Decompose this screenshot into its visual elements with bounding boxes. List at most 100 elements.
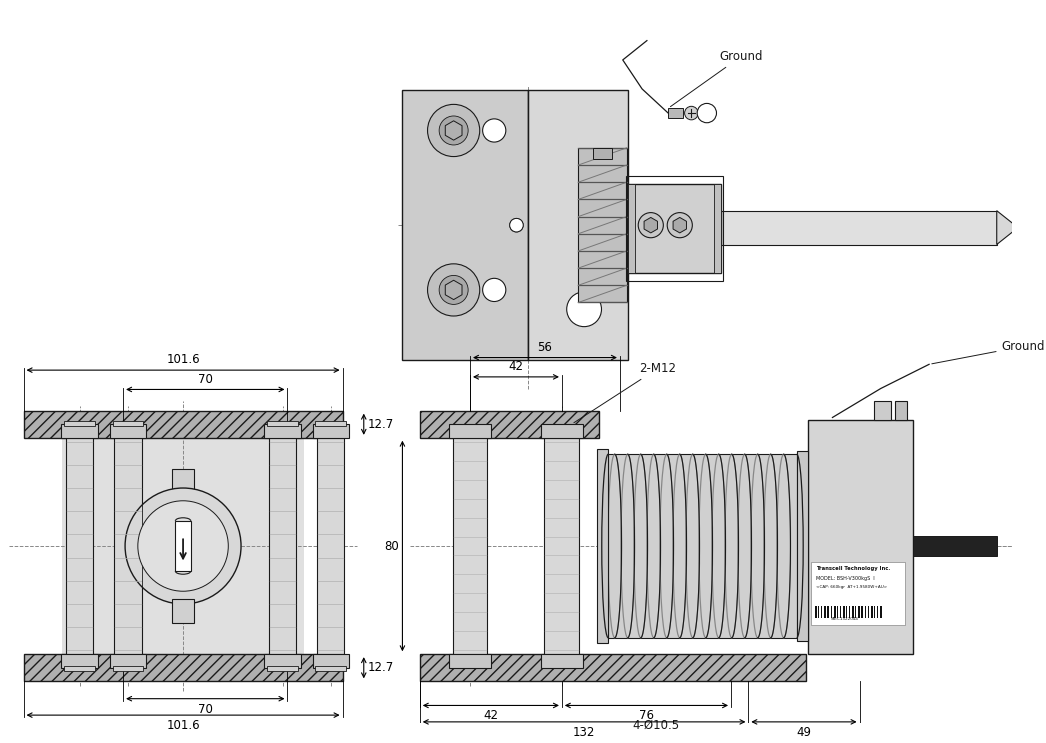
Bar	[173, 469, 194, 493]
Bar	[831, 606, 832, 617]
Bar	[877, 606, 878, 617]
Text: <CAP: 660kgr  AT+1.9580W+AU>: <CAP: 660kgr AT+1.9580W+AU>	[816, 585, 887, 588]
Bar	[849, 606, 850, 617]
Text: Ground: Ground	[932, 340, 1045, 364]
Bar	[809, 421, 913, 655]
Text: SN:C1322044: SN:C1322044	[832, 617, 859, 621]
Bar	[267, 421, 298, 426]
Bar	[113, 666, 143, 671]
Circle shape	[439, 276, 469, 305]
Bar	[64, 666, 95, 671]
Circle shape	[439, 116, 469, 145]
Bar	[114, 438, 141, 655]
Text: 42: 42	[508, 360, 523, 373]
Bar	[846, 606, 847, 617]
Polygon shape	[673, 218, 686, 233]
Bar	[840, 606, 841, 617]
Bar	[62, 655, 98, 668]
Bar	[24, 411, 342, 438]
Bar	[852, 606, 855, 617]
Bar	[824, 606, 826, 617]
Circle shape	[698, 103, 717, 123]
Bar	[176, 521, 190, 571]
Bar	[528, 90, 628, 360]
Text: 70: 70	[198, 372, 212, 386]
Bar	[449, 424, 492, 438]
Bar	[593, 148, 612, 160]
Text: 2-M12: 2-M12	[574, 362, 676, 423]
Bar	[797, 451, 809, 640]
Bar	[895, 401, 907, 421]
Bar	[64, 421, 95, 426]
Circle shape	[509, 218, 523, 232]
Text: 132: 132	[573, 726, 595, 739]
Bar	[626, 176, 723, 281]
Bar	[541, 655, 583, 668]
Bar	[110, 655, 146, 668]
Bar	[815, 606, 817, 617]
Text: Transcell Technology Inc.: Transcell Technology Inc.	[816, 566, 890, 571]
Circle shape	[509, 218, 523, 232]
Bar	[827, 606, 828, 617]
Bar	[843, 606, 845, 617]
Text: 12.7: 12.7	[367, 661, 394, 674]
Bar	[265, 655, 301, 668]
Circle shape	[667, 212, 692, 238]
Bar	[173, 599, 194, 623]
Bar	[856, 606, 857, 617]
Text: 4-Ø10.5: 4-Ø10.5	[633, 719, 680, 732]
Bar	[419, 411, 598, 438]
Text: 56: 56	[538, 341, 552, 354]
Circle shape	[482, 279, 506, 302]
Bar	[628, 184, 722, 273]
Bar	[609, 454, 797, 637]
Bar	[834, 606, 836, 617]
Bar	[545, 438, 579, 655]
Bar	[62, 424, 98, 438]
Bar	[419, 655, 806, 681]
Circle shape	[138, 501, 228, 591]
Bar	[859, 606, 860, 617]
Text: 80: 80	[384, 539, 399, 553]
Bar	[722, 211, 997, 244]
Polygon shape	[446, 280, 462, 299]
Bar	[66, 438, 93, 655]
Circle shape	[126, 488, 241, 604]
Text: 76: 76	[639, 710, 654, 722]
Bar	[267, 666, 298, 671]
Bar	[113, 421, 143, 426]
Bar	[313, 424, 349, 438]
Circle shape	[684, 106, 698, 120]
Text: Ground: Ground	[670, 50, 763, 107]
Bar	[596, 450, 609, 643]
Bar	[870, 606, 872, 617]
Bar	[317, 438, 344, 655]
Bar	[541, 424, 583, 438]
Bar	[812, 562, 905, 626]
Bar	[110, 424, 146, 438]
Bar	[313, 655, 349, 668]
Circle shape	[638, 212, 663, 238]
Bar	[24, 655, 342, 681]
Bar	[862, 606, 863, 617]
Polygon shape	[446, 121, 462, 140]
Bar	[867, 606, 869, 617]
Polygon shape	[997, 211, 1018, 244]
Bar	[821, 606, 822, 617]
Bar	[837, 606, 838, 617]
Bar	[403, 90, 528, 360]
Bar	[578, 148, 627, 302]
Circle shape	[428, 104, 480, 157]
Bar	[818, 606, 819, 617]
Bar	[865, 606, 866, 617]
Bar	[873, 606, 874, 617]
Bar	[316, 666, 346, 671]
Bar	[316, 421, 346, 426]
Circle shape	[482, 119, 506, 142]
Text: 49: 49	[796, 726, 812, 739]
Bar	[453, 438, 487, 655]
Bar	[880, 606, 882, 617]
Circle shape	[428, 264, 480, 316]
Bar	[713, 184, 722, 273]
Text: 70: 70	[198, 703, 212, 716]
